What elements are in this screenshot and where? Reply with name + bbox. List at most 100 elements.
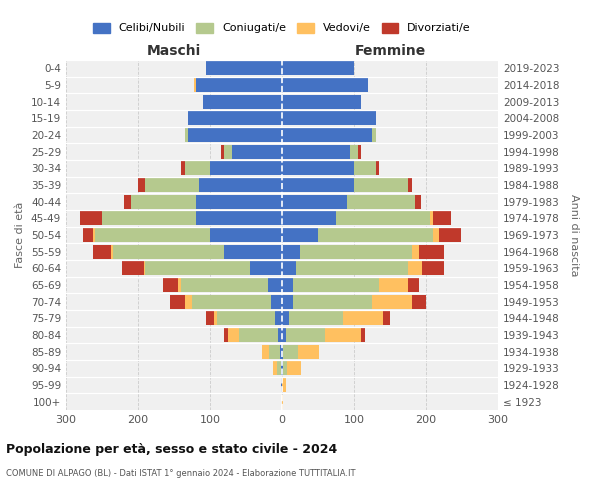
Bar <box>224 244 282 259</box>
Bar <box>325 328 361 342</box>
Bar <box>358 144 361 159</box>
Bar <box>83 228 94 242</box>
Bar <box>196 211 282 226</box>
Text: Popolazione per età, sesso e stato civile - 2024: Popolazione per età, sesso e stato civil… <box>6 442 337 456</box>
Bar <box>185 294 192 308</box>
Bar <box>131 194 196 209</box>
Y-axis label: Anni di nascita: Anni di nascita <box>569 194 579 276</box>
Bar <box>282 162 354 175</box>
Bar <box>185 162 210 175</box>
Bar <box>188 128 282 142</box>
Bar <box>383 311 390 326</box>
Bar <box>289 311 343 326</box>
Bar <box>145 178 199 192</box>
Bar <box>318 228 433 242</box>
Bar <box>282 294 293 308</box>
Bar <box>185 128 188 142</box>
Bar <box>282 244 300 259</box>
Bar <box>282 144 350 159</box>
Bar <box>282 78 368 92</box>
Bar <box>281 378 282 392</box>
Bar <box>277 361 281 376</box>
Bar <box>361 328 365 342</box>
Bar <box>293 294 372 308</box>
Bar <box>296 261 408 276</box>
Bar <box>282 94 361 109</box>
Bar <box>412 244 419 259</box>
Bar <box>203 94 282 109</box>
Bar <box>412 294 426 308</box>
Bar <box>278 328 282 342</box>
Bar <box>192 294 271 308</box>
Bar <box>163 278 178 292</box>
Bar <box>376 162 379 175</box>
Bar <box>282 278 293 292</box>
Bar <box>262 344 269 359</box>
Bar <box>224 144 232 159</box>
Bar <box>239 328 278 342</box>
Bar <box>419 244 444 259</box>
Legend: Celibi/Nubili, Coniugati/e, Vedovi/e, Divorziati/e: Celibi/Nubili, Coniugati/e, Vedovi/e, Di… <box>93 22 471 34</box>
Bar <box>282 228 318 242</box>
Y-axis label: Fasce di età: Fasce di età <box>16 202 25 268</box>
Bar <box>199 178 282 192</box>
Bar <box>206 62 282 76</box>
Bar <box>217 311 275 326</box>
Bar <box>415 194 421 209</box>
Bar <box>124 194 131 209</box>
Bar <box>138 178 145 192</box>
Bar <box>282 378 286 392</box>
Bar <box>422 261 444 276</box>
Bar <box>80 211 102 226</box>
Bar <box>178 278 181 292</box>
Bar <box>274 361 277 376</box>
Bar <box>280 344 282 359</box>
Bar <box>282 311 289 326</box>
Bar <box>145 261 250 276</box>
Bar <box>408 178 412 192</box>
Bar <box>275 311 282 326</box>
Bar <box>347 194 415 209</box>
Bar <box>350 144 358 159</box>
Bar <box>228 328 239 342</box>
Bar <box>282 328 286 342</box>
Text: Femmine: Femmine <box>355 44 425 58</box>
Bar <box>354 178 408 192</box>
Bar <box>408 278 419 292</box>
Bar <box>298 344 319 359</box>
Bar <box>113 244 224 259</box>
Bar <box>336 211 430 226</box>
Bar <box>112 244 113 259</box>
Bar <box>281 361 282 376</box>
Bar <box>287 361 301 376</box>
Bar <box>372 294 412 308</box>
Bar <box>408 261 422 276</box>
Bar <box>286 328 325 342</box>
Bar <box>300 244 412 259</box>
Bar <box>283 344 298 359</box>
Bar <box>282 178 354 192</box>
Bar <box>271 294 282 308</box>
Bar <box>282 62 354 76</box>
Bar <box>224 328 228 342</box>
Bar <box>282 344 283 359</box>
Bar <box>354 162 376 175</box>
Text: COMUNE DI ALPAGO (BL) - Dati ISTAT 1° gennaio 2024 - Elaborazione TUTTITALIA.IT: COMUNE DI ALPAGO (BL) - Dati ISTAT 1° ge… <box>6 469 355 478</box>
Bar <box>206 311 214 326</box>
Bar <box>343 311 383 326</box>
Bar <box>210 228 282 242</box>
Bar <box>94 244 112 259</box>
Bar <box>210 162 282 175</box>
Bar <box>283 361 287 376</box>
Bar <box>181 162 185 175</box>
Bar <box>232 144 282 159</box>
Bar <box>433 211 451 226</box>
Bar <box>282 394 283 409</box>
Bar <box>181 278 268 292</box>
Bar <box>196 78 282 92</box>
Bar <box>144 261 145 276</box>
Bar <box>439 228 461 242</box>
Bar <box>194 78 196 92</box>
Bar <box>102 211 196 226</box>
Bar <box>282 261 296 276</box>
